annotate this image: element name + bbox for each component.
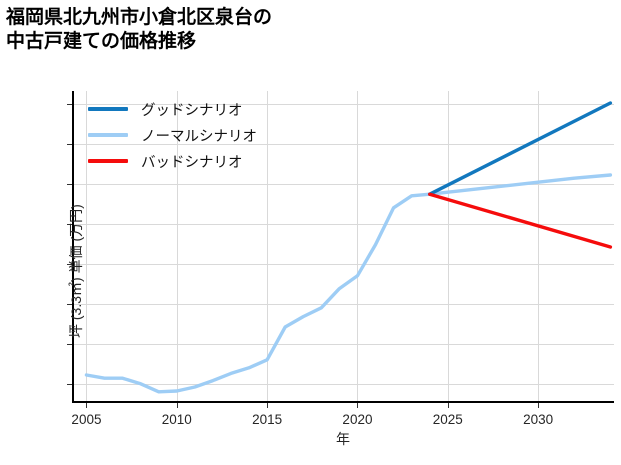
- gridline-horizontal: [72, 343, 614, 345]
- y-tick-mark: [67, 263, 72, 265]
- x-tick-label: 2030: [523, 412, 554, 427]
- gridline-horizontal: [72, 383, 614, 385]
- x-tick-label: 2020: [342, 412, 373, 427]
- chart-legend: グッドシナリオ ノーマルシナリオ バッドシナリオ: [88, 96, 257, 174]
- gridline-horizontal: [72, 183, 614, 185]
- x-tick-label: 2010: [161, 412, 192, 427]
- series-lines: [84, 101, 613, 394]
- x-tick-mark: [176, 403, 178, 408]
- chart-title: 福岡県北九州市小倉北区泉台の 中古戸建ての価格推移: [6, 7, 273, 53]
- x-tick-mark: [538, 403, 540, 408]
- legend-color-swatch: [88, 107, 128, 111]
- plot-background: [72, 91, 614, 403]
- x-tick-label: 2005: [71, 412, 102, 427]
- x-axis-spine: [72, 401, 614, 403]
- gridline-vertical: [267, 91, 269, 403]
- y-tick-mark: [67, 343, 72, 345]
- gridline-horizontal: [72, 303, 614, 305]
- gridline-horizontal: [72, 263, 614, 265]
- gridline-vertical: [357, 91, 359, 403]
- x-tick-mark: [86, 403, 88, 408]
- y-tick-mark: [67, 223, 72, 225]
- legend-color-swatch: [88, 133, 128, 137]
- gridline-vertical: [176, 91, 178, 403]
- x-tick-mark: [357, 403, 359, 408]
- gridline-horizontal: [72, 143, 614, 145]
- x-tick-label: 2015: [252, 412, 283, 427]
- legend-label: グッドシナリオ: [141, 102, 243, 119]
- series-line: [84, 173, 613, 394]
- gridline-vertical: [538, 91, 540, 403]
- legend-item[interactable]: バッドシナリオ: [88, 148, 257, 174]
- series-line: [428, 192, 613, 249]
- legend-label: ノーマルシナリオ: [141, 128, 257, 145]
- x-tick-mark: [267, 403, 269, 408]
- y-tick-mark: [67, 383, 72, 385]
- plot-area: 65707580859095100 2005201020152020202520…: [67, 91, 614, 447]
- y-tick-mark: [67, 103, 72, 105]
- x-tick-label: 2025: [432, 412, 463, 427]
- y-tick-mark: [67, 183, 72, 185]
- gridline-vertical: [447, 91, 449, 403]
- y-axis-spine: [72, 91, 74, 403]
- gridline-vertical: [86, 91, 88, 403]
- y-tick-mark: [67, 303, 72, 305]
- legend-item[interactable]: グッドシナリオ: [88, 96, 257, 122]
- series-line: [428, 101, 613, 196]
- gridline-horizontal: [72, 103, 614, 105]
- gridline-horizontal: [72, 223, 614, 225]
- legend-color-swatch: [88, 159, 128, 163]
- legend-item[interactable]: ノーマルシナリオ: [88, 122, 257, 148]
- legend-label: バッドシナリオ: [141, 154, 243, 171]
- y-tick-mark: [67, 143, 72, 145]
- x-axis-title: 年: [336, 431, 350, 447]
- x-tick-mark: [447, 403, 449, 408]
